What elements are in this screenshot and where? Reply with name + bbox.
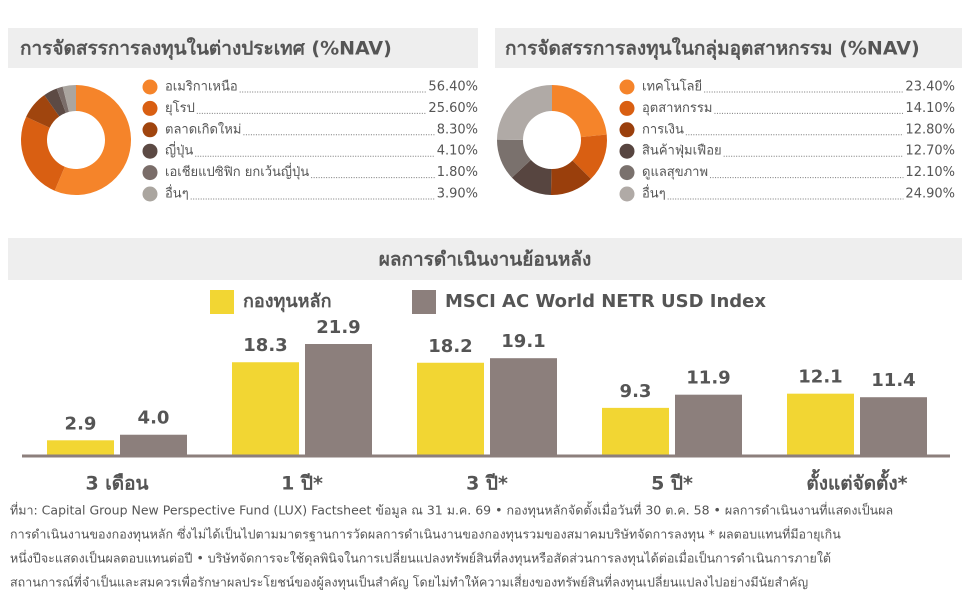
value-label: 12.1 [798,367,842,388]
value-label: 2.9 [65,413,97,434]
donut-slice [20,116,65,191]
x-tick-label: 1 ปี* [281,473,323,495]
value-label: 3.90% [437,187,478,202]
value-label: 11.9 [686,368,730,389]
legend-label: ตลาดเกิดใหม่ [165,121,241,137]
legend-swatch [619,79,635,95]
value-label: 4.0 [138,408,170,429]
title-box [8,28,478,68]
legend-swatch [619,122,635,138]
legend-label: อุตสาหกรรม [642,101,712,116]
x-tick-label: 5 ปี* [651,473,693,495]
x-tick-label: 3 ปี* [466,473,508,495]
bar [120,434,187,455]
bar [675,394,742,455]
bar [602,407,669,455]
value-label: 11.4 [871,370,915,391]
donut-slice [26,95,60,128]
legend-label: เทคโนโลยี [642,79,702,95]
bar [305,344,372,455]
bar [47,440,114,455]
bar [787,393,854,455]
title-box [495,28,962,68]
legend-label: อื่นๆ [642,185,666,202]
legend-swatch [619,143,635,159]
donut-slice [550,160,591,195]
donut-slice [56,86,69,113]
value-label: 14.10% [905,101,955,116]
legend-label: สินค้าฟุ่มเฟือย [642,143,722,159]
footnote: หนึ่งปีจะแสดงเป็นผลตอบแทนต่อปี • บริษัทจ… [10,550,831,567]
value-label: 56.40% [428,80,478,95]
chart-title: ผลการดำเนินงานย้อนหลัง [379,249,592,271]
value-label: 18.2 [428,336,472,357]
legend-label: ยุโรป [165,100,195,116]
donut-slice [497,139,531,178]
x-tick-label: ตั้งแต่จัดตั้ง* [806,469,907,495]
legend-swatch [142,143,158,159]
value-label: 9.3 [620,381,652,402]
value-label: 12.10% [905,165,955,180]
legend-swatch [142,165,158,181]
donut-slice [552,85,607,138]
footnote: ที่มา: Capital Group New Perspective Fun… [10,501,893,519]
value-label: 25.60% [428,101,478,116]
chart-title: การจัดสรรการลงทุนในกลุ่มอุตสาหกรรม (%NAV… [505,37,920,61]
value-label: 12.80% [905,122,955,137]
value-label: 12.70% [905,144,955,159]
value-label: 8.30% [437,122,478,137]
chart-title: การจัดสรรการลงทุนในต่างประเทศ (%NAV) [20,37,392,61]
title-box [8,238,962,280]
value-label: 18.3 [243,335,287,356]
bar [490,358,557,455]
donut-slice [54,85,132,196]
donut-slice [572,134,607,179]
value-label: 1.80% [437,165,478,180]
legend-swatch [412,290,436,314]
bar [860,397,927,455]
footnote: สถานการณ์ที่จำเป็นและสมควรเพื่อรักษาผลปร… [10,574,808,591]
donut-slice [44,88,66,117]
legend-swatch [619,186,635,202]
donut-slice [62,85,76,112]
footnote: การดำเนินงานของกองทุนหลัก ซึ่งไม่ได้เป็น… [10,526,841,543]
value-label: 4.10% [437,144,478,159]
value-label: 21.9 [316,317,360,338]
value-label: 24.90% [905,187,955,202]
legend-swatch [142,100,158,116]
legend-label: ดูแลสุขภาพ [642,165,708,180]
bar [417,362,484,455]
legend-swatch [142,79,158,95]
value-label: 19.1 [501,331,545,352]
donut-slice [511,159,552,195]
legend-swatch [619,165,635,181]
legend-swatch [210,290,234,314]
legend-label: อเมริกาเหนือ [165,79,238,95]
bar [232,362,299,455]
x-tick-label: 3 เดือน [85,473,148,495]
legend-label: ญี่ปุ่น [165,142,193,159]
legend-label: การเงิน [642,122,684,137]
legend-swatch [142,122,158,138]
value-label: 23.40% [905,80,955,95]
legend-label: MSCI AC World NETR USD Index [445,291,766,312]
legend-swatch [619,100,635,116]
legend-label: กองทุนหลัก [243,291,331,313]
legend-label: เอเชียแปซิฟิก ยกเว้นญี่ปุ่น [165,163,309,180]
donut-slice [497,85,552,140]
legend-label: อื่นๆ [165,185,189,202]
legend-swatch [142,186,158,202]
